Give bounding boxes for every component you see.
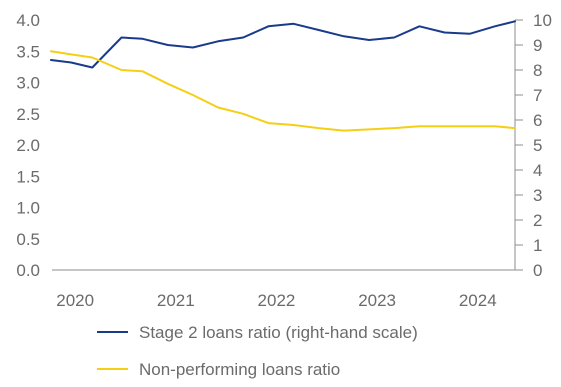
left-y-tick-label: 2.0 xyxy=(16,136,40,155)
left-y-tick-label: 3.0 xyxy=(16,74,40,93)
right-y-axis: 0 1 2 3 4 5 6 7 8 9 10 xyxy=(514,11,552,280)
left-y-tick-label: 0.5 xyxy=(16,230,40,249)
x-tick-label: 2021 xyxy=(157,291,195,310)
x-tick-label: 2022 xyxy=(258,291,296,310)
right-y-tick-label: 7 xyxy=(533,86,542,105)
x-tick-label: 2023 xyxy=(358,291,396,310)
series-layer xyxy=(50,20,516,132)
series-line-stage2 xyxy=(50,20,516,69)
right-y-tick-label: 10 xyxy=(533,11,552,30)
right-y-tick-label: 4 xyxy=(533,161,542,180)
x-tick-label: 2024 xyxy=(459,291,497,310)
left-y-tick-label: 1.5 xyxy=(16,167,40,186)
right-y-tick-label: 5 xyxy=(533,136,542,155)
left-y-tick-label: 1.0 xyxy=(16,199,40,218)
right-y-tick-label: 0 xyxy=(533,261,542,280)
left-y-axis: 0.0 0.5 1.0 1.5 2.0 2.5 3.0 3.5 4.0 xyxy=(16,11,40,280)
series-line-npl xyxy=(50,50,516,132)
legend: Stage 2 loans ratio (right-hand scale) No… xyxy=(97,323,418,379)
left-y-tick-label: 2.5 xyxy=(16,105,40,124)
right-y-tick-label: 2 xyxy=(533,211,542,230)
right-y-tick-label: 6 xyxy=(533,111,542,130)
legend-label: Stage 2 loans ratio (right-hand scale) xyxy=(139,323,418,342)
x-tick-label: 2020 xyxy=(56,291,94,310)
left-y-tick-label: 4.0 xyxy=(16,11,40,30)
right-y-tick-label: 3 xyxy=(533,186,542,205)
left-y-tick-label: 0.0 xyxy=(16,261,40,280)
right-y-tick-label: 1 xyxy=(533,236,542,255)
x-axis: 2020 2021 2022 2023 2024 xyxy=(52,269,515,310)
left-y-tick-label: 3.5 xyxy=(16,42,40,61)
right-y-tick-label: 8 xyxy=(533,61,542,80)
legend-label: Non-performing loans ratio xyxy=(139,360,340,379)
right-y-tick-label: 9 xyxy=(533,36,542,55)
